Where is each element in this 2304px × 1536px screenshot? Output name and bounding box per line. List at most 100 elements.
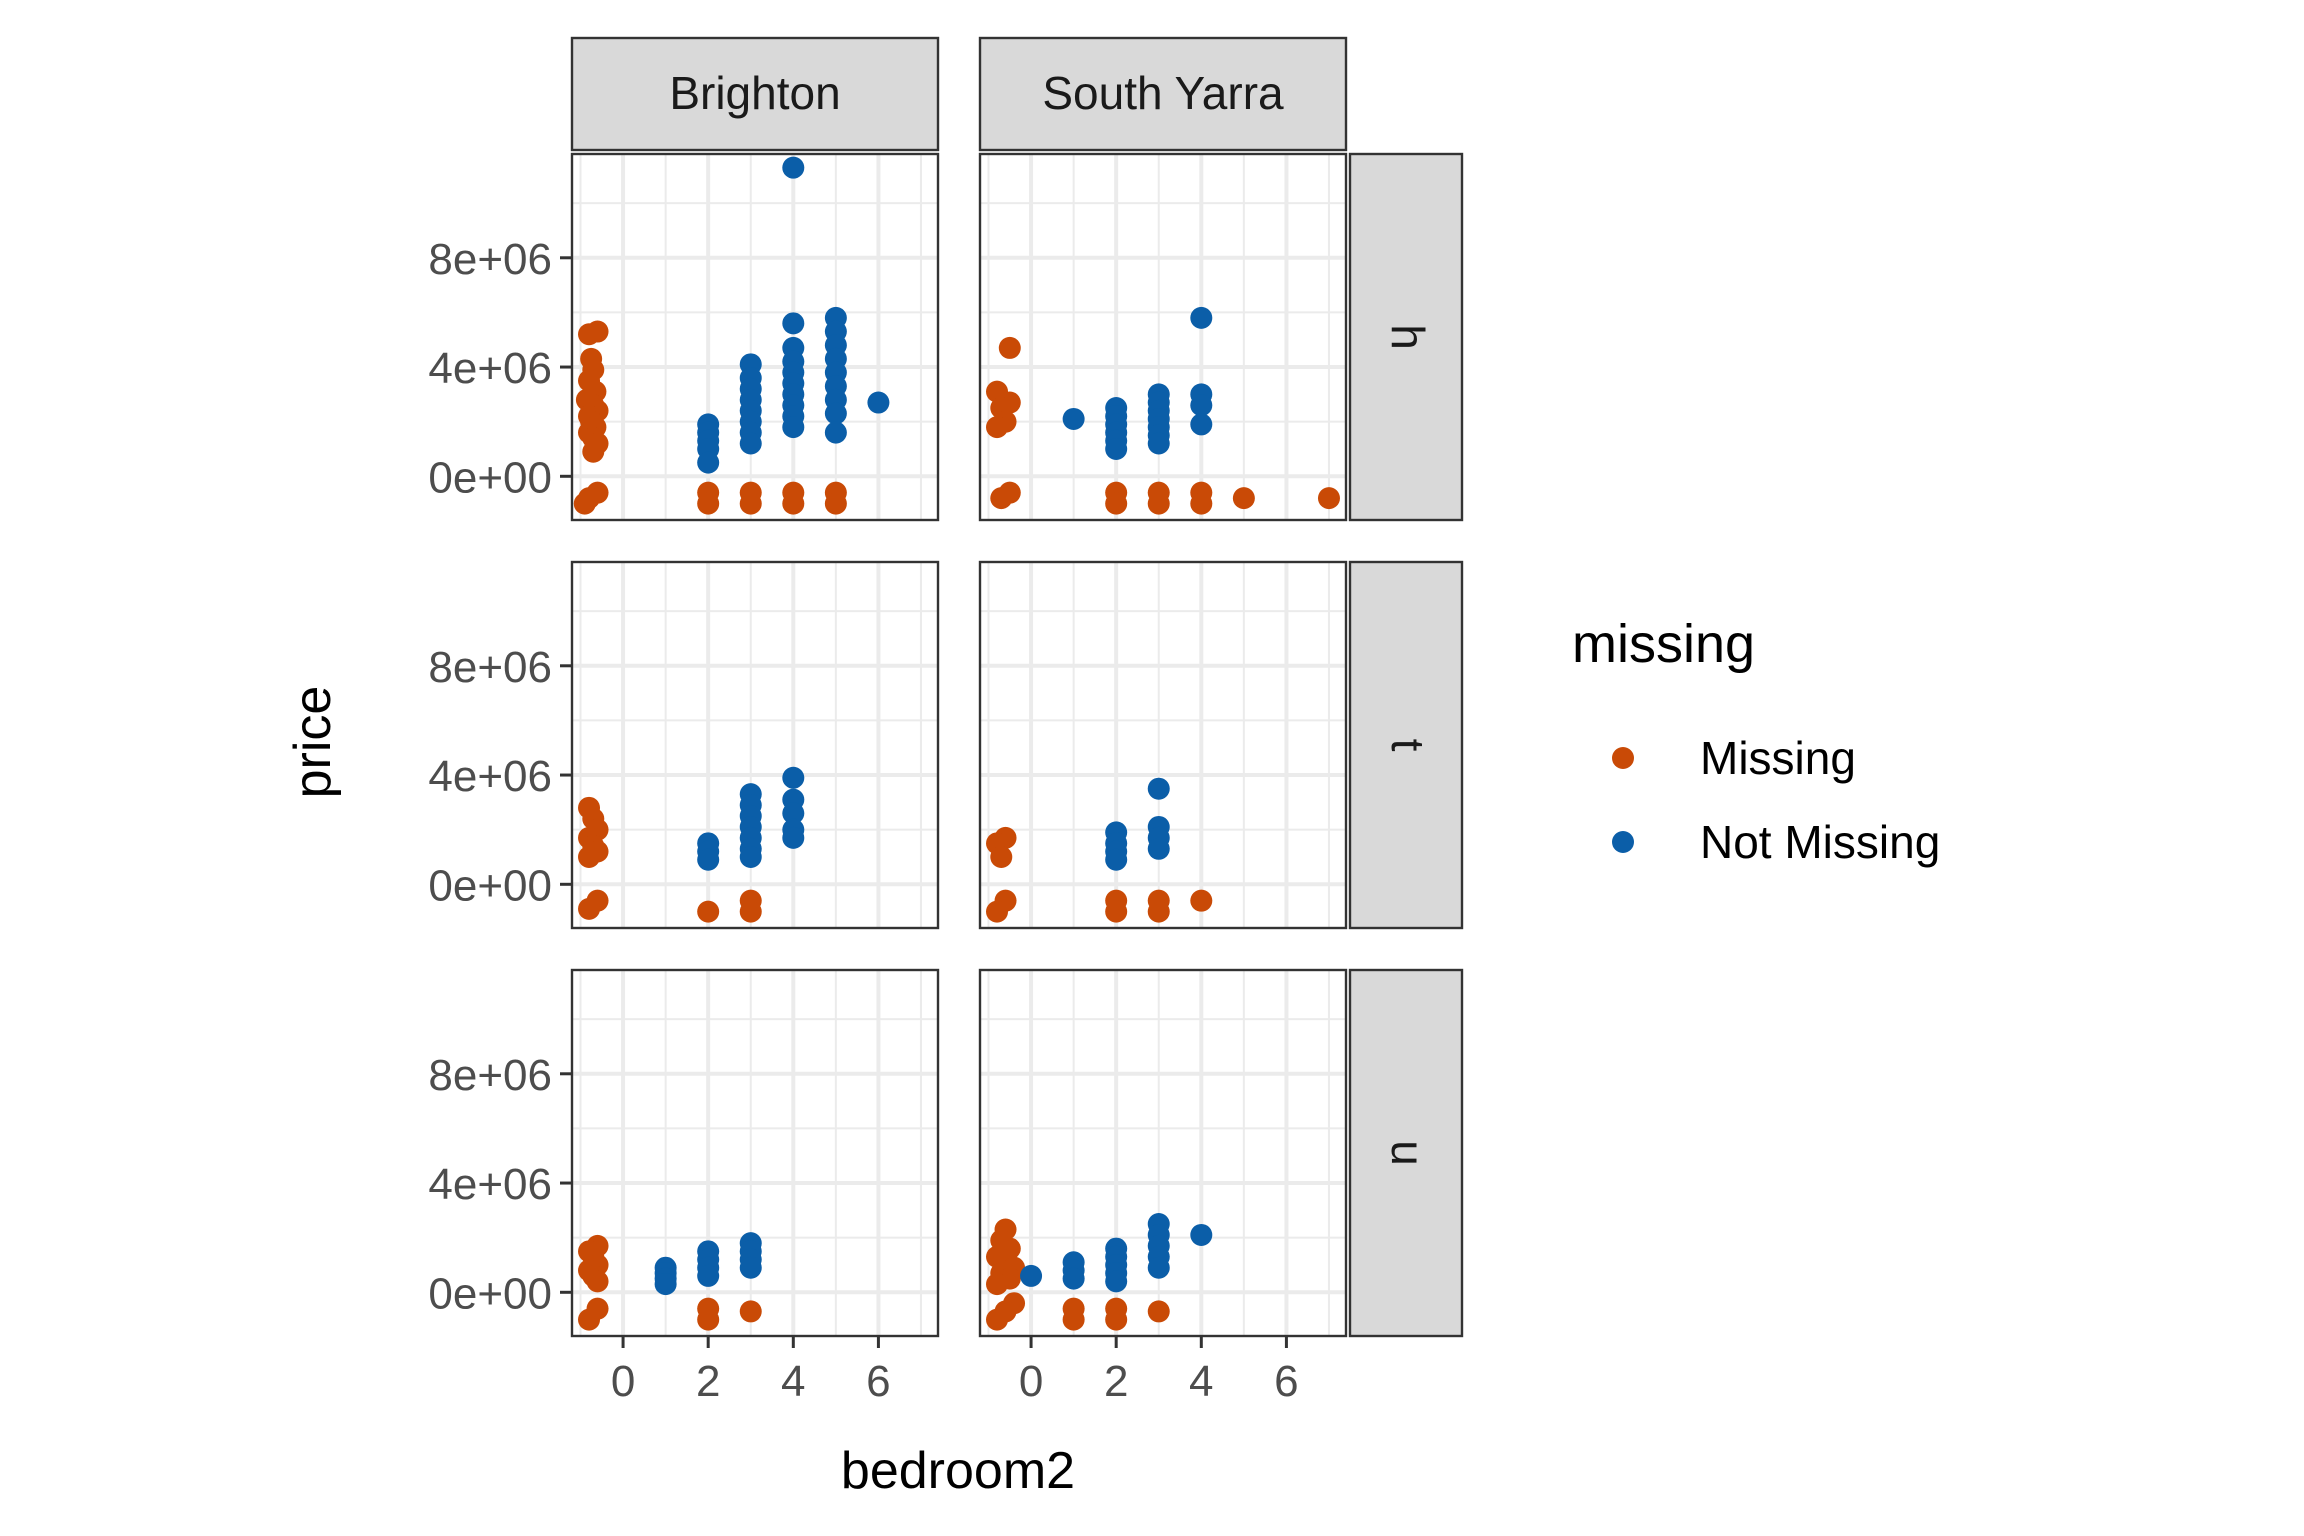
panel-background (980, 562, 1346, 928)
point-missing (578, 323, 601, 346)
panel-background (572, 562, 938, 928)
point-not-missing (1147, 432, 1170, 455)
legend-title: missing (1572, 614, 1755, 674)
point-missing (1232, 487, 1255, 510)
point-missing (739, 900, 762, 923)
points (986, 306, 1340, 515)
point-missing (1147, 900, 1170, 923)
point-missing (986, 1308, 1009, 1331)
point-not-missing (1105, 437, 1128, 460)
point-missing (1147, 492, 1170, 515)
point-not-missing (782, 416, 805, 439)
strip-col-label: South Yarra (1042, 67, 1284, 119)
x-tick-label: 6 (1274, 1357, 1298, 1406)
x-tick-label: 4 (1189, 1357, 1213, 1406)
point-not-missing (824, 421, 847, 444)
strip-row-h (1348, 152, 1464, 522)
point-not-missing (654, 1273, 677, 1296)
point-not-missing (782, 156, 805, 179)
point-missing (586, 1270, 609, 1293)
point-not-missing (697, 848, 720, 871)
points (578, 1232, 762, 1331)
point-not-missing (1190, 413, 1213, 436)
point-not-missing (782, 766, 805, 789)
point-missing (990, 487, 1013, 510)
y-axis-title: price (284, 686, 342, 799)
panel-brighton-u (570, 968, 940, 1338)
point-not-missing (1147, 1256, 1170, 1279)
point-not-missing (1190, 394, 1213, 417)
panel-brighton-h (570, 152, 940, 522)
gridlines (980, 154, 1346, 520)
point-not-missing (1020, 1264, 1043, 1287)
point-not-missing (782, 826, 805, 849)
point-not-missing (1147, 777, 1170, 800)
panel-border (978, 560, 1348, 930)
panel-border (570, 968, 940, 1338)
point-missing (697, 1308, 720, 1331)
point-missing (1190, 889, 1213, 912)
panel-south-yarra-h (978, 152, 1348, 522)
point-not-missing (1190, 1223, 1213, 1246)
legend: missing Missing Not Missing (1572, 614, 1940, 868)
point-missing (739, 1300, 762, 1323)
gridlines (572, 562, 938, 928)
points (578, 766, 805, 923)
point-missing (824, 492, 847, 515)
legend-label: Missing (1700, 732, 1856, 784)
point-missing (998, 336, 1021, 359)
points (986, 777, 1213, 923)
point-not-missing (1062, 1267, 1085, 1290)
point-missing (578, 897, 601, 920)
x-tick-label: 0 (611, 1357, 635, 1406)
y-tick-label: 4e+06 (428, 752, 552, 801)
point-missing (578, 1308, 601, 1331)
panel-border (570, 560, 940, 930)
point-missing (1190, 492, 1213, 515)
point-missing (697, 900, 720, 923)
y-tick-label: 4e+06 (428, 344, 552, 393)
panels (570, 152, 1348, 1338)
panel-background (980, 154, 1346, 520)
points (986, 1213, 1213, 1331)
x-tick-label: 6 (866, 1357, 890, 1406)
point-not-missing (1190, 306, 1213, 329)
y-tick-label: 0e+00 (428, 861, 552, 910)
point-not-missing (1147, 837, 1170, 860)
y-tick-label: 8e+06 (428, 643, 552, 692)
y-tick-label: 0e+00 (428, 1269, 552, 1318)
point-missing (1062, 1308, 1085, 1331)
point-missing (986, 416, 1009, 439)
strip-col-label: Brighton (669, 67, 840, 119)
point-not-missing (739, 1256, 762, 1279)
x-tick-label: 2 (1104, 1357, 1128, 1406)
panel-border (570, 152, 940, 522)
facet-strips: Brighton South Yarra h t u (570, 36, 1464, 1338)
gridlines (572, 970, 938, 1336)
point-missing (1105, 900, 1128, 923)
strip-row-t (1348, 560, 1464, 930)
point-not-missing (697, 1264, 720, 1287)
y-tick-label: 8e+06 (428, 1051, 552, 1100)
strip-row-label: h (1382, 324, 1434, 350)
strip-row-u (1348, 968, 1464, 1338)
point-not-missing (1105, 848, 1128, 871)
strip-col-brighton (570, 36, 940, 152)
point-missing (573, 492, 596, 515)
point-missing (1105, 1308, 1128, 1331)
legend-label: Not Missing (1700, 816, 1940, 868)
point-not-missing (782, 312, 805, 335)
gridlines (980, 562, 1346, 928)
point-missing (697, 492, 720, 515)
point-missing (986, 900, 1009, 923)
point-missing (990, 845, 1013, 868)
strip-row-label: u (1382, 1140, 1434, 1166)
point-not-missing (824, 402, 847, 425)
points (573, 156, 890, 515)
point-missing (782, 492, 805, 515)
axes: 0e+00 4e+06 8e+06 0e+00 4e+06 8e+06 0e+00 4e+06… (428, 235, 1298, 1406)
panel-south-yarra-t (978, 560, 1348, 930)
panel-background (572, 970, 938, 1336)
y-tick-label: 4e+06 (428, 1160, 552, 1209)
